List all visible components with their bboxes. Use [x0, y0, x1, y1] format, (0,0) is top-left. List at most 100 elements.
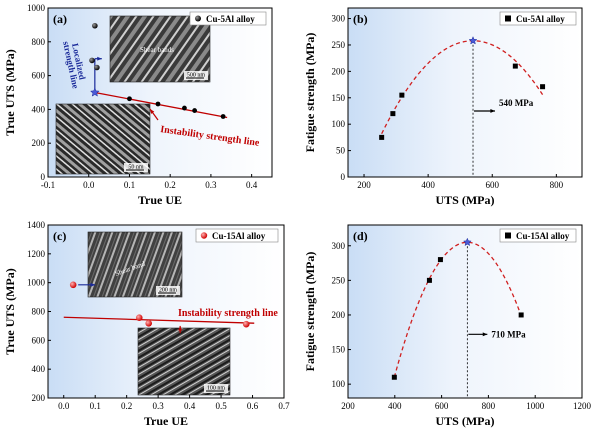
data-point — [390, 111, 396, 117]
legend-box — [499, 11, 577, 26]
y-axis-label: Fatigue strength (MPa) — [303, 252, 317, 372]
tem-image-bottom-scalebox — [204, 384, 228, 393]
y-tick-label: 600 — [32, 335, 46, 345]
y-tick-label: 250 — [332, 275, 346, 285]
panel-label: (d) — [353, 229, 368, 243]
data-point — [220, 114, 226, 119]
legend-label: Cu-5Al alloy — [516, 14, 565, 24]
data-point — [437, 257, 443, 263]
y-tick-label: 600 — [32, 71, 46, 81]
x-tick-label: 600 — [435, 401, 449, 411]
plot-frame — [347, 224, 583, 399]
x-tick-label: 0.3 — [153, 401, 165, 411]
instability-arrow-head — [150, 109, 155, 114]
panel-d: 710 MPa 200 400 600 800 1000 1200 100 150 200 250 3… — [303, 224, 592, 428]
y-tick-label: 150 — [332, 93, 346, 103]
y-tick-label: 150 — [332, 345, 346, 355]
y-tick-label: 250 — [332, 40, 346, 50]
data-point — [379, 134, 385, 140]
x-tick-label: 0.4 — [184, 401, 196, 411]
x-tick-label: 0.5 — [215, 401, 227, 411]
x-tick-label: 200 — [357, 180, 371, 190]
x-tick-label: 0.1 — [124, 180, 135, 190]
y-tick-label: 1400 — [27, 220, 46, 230]
tem-image-top-scale-label: 500 nm — [187, 73, 206, 79]
data-point — [399, 92, 405, 98]
y-tick-label: 1200 — [27, 249, 46, 259]
plot-background — [348, 225, 582, 398]
x-tick-label: 200 — [341, 401, 355, 411]
instability-strength-line — [63, 316, 255, 324]
instability-label: Instability strength line — [178, 308, 278, 319]
y-tick-label: 400 — [32, 364, 46, 374]
x-tick-label: 1200 — [573, 401, 592, 411]
y-tick-label: 200 — [332, 310, 346, 320]
x-axis-label: True UE — [144, 414, 188, 428]
tem-image-top-scalebox — [156, 286, 180, 295]
data-point — [192, 108, 198, 113]
data-point — [92, 22, 98, 29]
data-point — [89, 57, 95, 64]
data-point — [94, 64, 100, 71]
y-axis-label: True UTS (MPa) — [3, 49, 17, 135]
legend-marker — [200, 232, 208, 239]
peak-star — [462, 237, 472, 247]
x-axis-label: True UE — [138, 193, 182, 207]
peak-value-arrow-head — [482, 332, 488, 337]
peak-value-label: 540 MPa — [499, 98, 534, 108]
y-tick-label: 100 — [332, 119, 346, 129]
y-axis-label: Fatigue strength (MPa) — [303, 33, 317, 153]
legend-marker — [505, 15, 511, 22]
y-axis-label: True UTS (MPa) — [3, 268, 17, 354]
peak-value-label: 710 MPa — [491, 329, 526, 339]
panel-label: (b) — [353, 12, 368, 26]
localized-arrow-head — [97, 56, 102, 61]
x-tick-label: 0.7 — [278, 401, 290, 411]
y-tick-label: 300 — [332, 241, 346, 251]
y-tick-label: 200 — [32, 138, 46, 148]
tem-image-bottom-scale-label: 100 nm — [207, 386, 226, 392]
y-tick-label: 0 — [341, 172, 346, 182]
tem-image-bottom-scale-label: 50 nm — [128, 165, 144, 171]
data-point — [512, 63, 518, 69]
panel-b: 540 MPa 200 400 600 800 0 50 100 150 200 250 300 UTS… — [303, 7, 583, 207]
y-tick-label: 100 — [332, 379, 346, 389]
y-tick-label: 200 — [32, 393, 46, 403]
x-tick-label: 600 — [485, 180, 499, 190]
fitted-curve — [381, 40, 544, 135]
x-axis-label: UTS (MPa) — [436, 414, 495, 428]
shear-band-arrow-head — [90, 282, 96, 287]
x-tick-label: 1000 — [526, 401, 545, 411]
legend-label: Cu-15Al alloy — [516, 231, 570, 241]
y-tick-label: 800 — [32, 37, 46, 47]
x-tick-label: 0.1 — [90, 401, 101, 411]
x-axis-label: UTS (MPa) — [436, 193, 495, 207]
instability-strength-line — [94, 91, 228, 119]
tem-image-bottom — [137, 327, 231, 396]
x-tick-label: 800 — [550, 180, 564, 190]
fitted-curve — [393, 241, 522, 378]
y-tick-label: 400 — [32, 104, 46, 114]
data-point — [391, 374, 397, 380]
panel-label: (c) — [53, 229, 66, 243]
data-point — [155, 101, 161, 107]
peak-value-arrow-head — [490, 109, 496, 113]
y-tick-label: 50 — [336, 146, 346, 156]
legend-box — [499, 228, 577, 243]
x-tick-label: 0.4 — [246, 180, 258, 190]
data-point — [135, 314, 143, 321]
data-point — [426, 277, 432, 283]
data-point — [242, 320, 250, 328]
tem-image-top-scalebox — [184, 71, 208, 80]
y-tick-label: 300 — [332, 14, 346, 24]
plot-frame — [47, 7, 273, 178]
legend-label: Cu-5Al alloy — [206, 14, 255, 24]
plot-background — [348, 8, 582, 177]
tem-image-bottom — [55, 103, 151, 175]
legend-label: Cu-15Al alloy — [212, 231, 266, 241]
legend-box — [195, 228, 279, 243]
data-point — [145, 320, 152, 327]
x-tick-label: 0.2 — [165, 180, 176, 190]
